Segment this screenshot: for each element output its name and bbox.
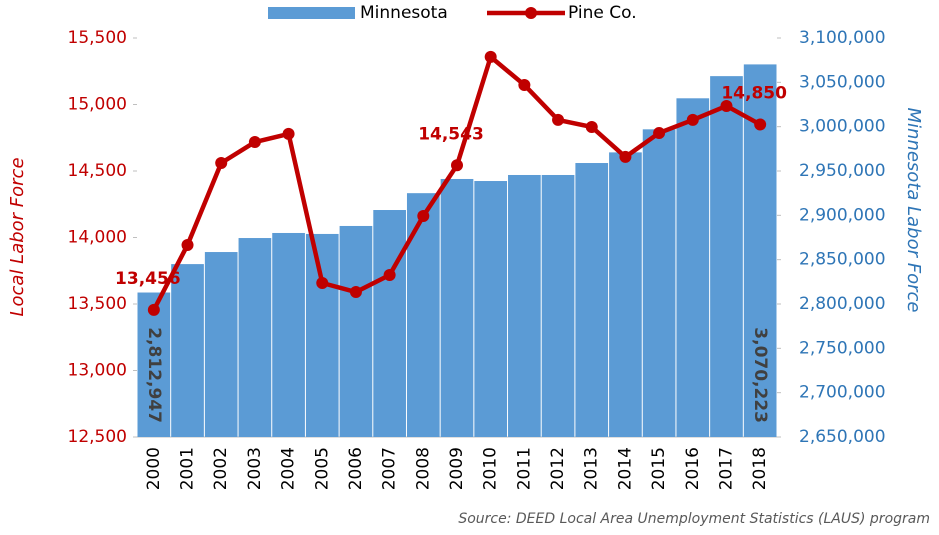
- bar: [575, 163, 609, 437]
- line-point: [619, 150, 632, 163]
- bar: [373, 210, 406, 437]
- y-tick-label: 13,500: [68, 294, 127, 314]
- y-tick-label: 14,000: [68, 228, 127, 248]
- bar: [609, 152, 642, 437]
- x-tick-label: 2016: [683, 447, 703, 490]
- x-tick-label: 2002: [211, 447, 231, 490]
- x-tick-label: 2013: [582, 447, 602, 490]
- x-tick-label: 2004: [279, 447, 299, 490]
- y2-tick-label: 2,850,000: [799, 250, 886, 270]
- line-point: [518, 78, 531, 91]
- y2-tick-label: 2,900,000: [799, 205, 886, 225]
- bar: [676, 98, 710, 437]
- x-tick-label: 2017: [716, 447, 736, 490]
- x-tick-label: 2001: [178, 447, 198, 490]
- legend-label: Minnesota: [360, 3, 448, 23]
- line-point: [248, 136, 261, 149]
- bar: [339, 225, 373, 437]
- line-point: [181, 238, 194, 251]
- line-point: [484, 50, 497, 63]
- x-tick-label: 2014: [615, 447, 635, 490]
- bar: [238, 238, 272, 437]
- line-point: [585, 120, 598, 133]
- bar-value-label: 3,070,223: [750, 327, 770, 423]
- y2-tick-label: 2,650,000: [799, 427, 886, 447]
- y-tick-label: 14,500: [68, 161, 127, 181]
- bar: [541, 174, 575, 438]
- y2-tick-label: 3,050,000: [799, 72, 886, 92]
- point-value-label: 14,543: [418, 124, 484, 144]
- y-tick-label: 15,500: [68, 28, 127, 48]
- y2-tick-label: 3,100,000: [799, 28, 886, 48]
- line-point: [552, 113, 565, 126]
- line-point: [383, 269, 396, 282]
- bar: [474, 181, 508, 437]
- source-note: Source: DEED Local Area Unemployment Sta…: [458, 511, 930, 527]
- line-point: [215, 157, 228, 170]
- point-value-label: 14,850: [721, 83, 787, 103]
- line-point: [653, 126, 666, 139]
- y2-tick-label: 2,700,000: [799, 383, 886, 403]
- bar: [171, 264, 204, 437]
- x-tick-label: 2003: [245, 447, 265, 490]
- bar: [642, 129, 676, 437]
- bar: [137, 292, 171, 437]
- line-point: [282, 127, 295, 140]
- y-axis-title: Local Labor Force: [7, 157, 28, 316]
- y2-tick-label: 2,750,000: [799, 338, 886, 358]
- x-tick-label: 2000: [144, 447, 164, 490]
- y2-tick-label: 3,000,000: [799, 117, 886, 137]
- bar: [305, 233, 339, 437]
- bar: [204, 252, 238, 437]
- legend-swatch: [268, 7, 355, 19]
- x-tick-label: 2006: [346, 447, 366, 490]
- bar: [272, 232, 305, 437]
- y-tick-label: 13,000: [68, 361, 127, 381]
- line-point: [349, 286, 362, 299]
- bar: [440, 178, 474, 438]
- x-tick-label: 2015: [649, 447, 669, 490]
- bar: [508, 174, 541, 438]
- line-point: [720, 99, 733, 112]
- x-tick-label: 2012: [548, 447, 568, 490]
- line-point: [316, 276, 329, 289]
- x-tick-label: 2011: [514, 447, 534, 490]
- y-tick-label: 15,000: [68, 95, 127, 115]
- bar: [406, 193, 440, 437]
- line-point: [417, 209, 430, 222]
- x-tick-label: 2010: [481, 447, 501, 490]
- y-tick-label: 12,500: [68, 427, 127, 447]
- y2-tick-label: 2,950,000: [799, 161, 886, 181]
- y2-axis-title: Minnesota Labor Force: [903, 108, 924, 313]
- x-tick-label: 2009: [447, 447, 467, 490]
- bar-value-label: 2,812,947: [144, 327, 164, 423]
- legend-label: Pine Co.: [568, 3, 637, 23]
- x-tick-label: 2007: [380, 447, 400, 490]
- line-point: [451, 159, 463, 172]
- x-tick-label: 2005: [312, 447, 332, 490]
- line-point: [754, 118, 767, 131]
- x-tick-label: 2008: [413, 447, 433, 490]
- line-point: [147, 303, 160, 316]
- point-value-label: 13,456: [115, 269, 181, 289]
- line-point: [686, 113, 699, 126]
- legend-marker: [525, 7, 537, 19]
- y2-tick-label: 2,800,000: [799, 294, 886, 314]
- bar: [710, 76, 743, 438]
- x-tick-label: 2018: [750, 447, 770, 490]
